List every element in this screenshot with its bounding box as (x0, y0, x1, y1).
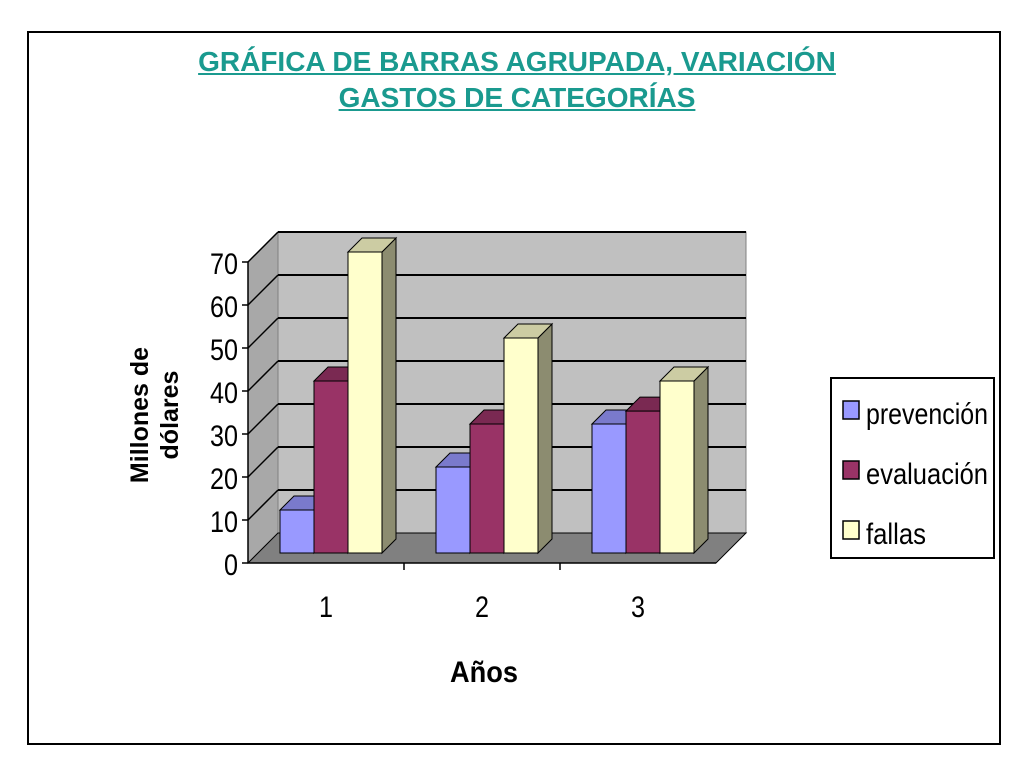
legend-label: fallas (866, 518, 926, 551)
x-tick-label: 1 (319, 591, 333, 624)
legend-swatch (842, 400, 860, 420)
bar-side (537, 322, 553, 555)
bar (625, 410, 661, 554)
gridline-side (247, 403, 279, 435)
bar (435, 466, 471, 554)
y-tick-label: 40 (210, 377, 238, 410)
bar (469, 423, 505, 554)
y-tick-label: 50 (210, 334, 238, 367)
legend-label: prevención (866, 398, 988, 431)
bar-side (381, 236, 397, 555)
chart-side-wall (247, 230, 279, 565)
x-tick-label: 3 (631, 591, 645, 624)
bar (591, 423, 627, 554)
y-tick-label: 10 (210, 506, 238, 539)
x-tick-label: 2 (475, 591, 489, 624)
y-tick-label: 60 (210, 291, 238, 324)
gridline-side (247, 317, 279, 349)
y-tick-label: 30 (210, 420, 238, 453)
y-tick-label: 20 (210, 463, 238, 496)
chart-title-line-1: GRÁFICA DE BARRAS AGRUPADA, VARIACIÓN (198, 46, 836, 77)
chart-title: GRÁFICA DE BARRAS AGRUPADA, VARIACIÓN GA… (0, 44, 1024, 116)
chart-title-line-2: GASTOS DE CATEGORÍAS (338, 82, 696, 113)
y-tick-label: 70 (210, 248, 238, 281)
legend-swatch (842, 520, 860, 540)
bar (347, 251, 383, 554)
gridline-side (247, 360, 279, 392)
bar (503, 337, 539, 554)
y-axis-label-line-1: Millones de (126, 347, 154, 483)
gridline-side (247, 446, 279, 478)
gridline-side (247, 489, 279, 521)
legend-label: evaluación (866, 458, 988, 491)
x-axis-label: Años (450, 656, 518, 689)
y-tick-label: 0 (224, 549, 238, 582)
bar-side (693, 365, 709, 555)
legend-swatch (842, 460, 860, 480)
gridline-side (247, 231, 279, 263)
bar (659, 380, 695, 554)
bar (313, 380, 349, 554)
bar (279, 509, 315, 554)
y-axis-label: Millones de dólares (126, 347, 184, 483)
y-axis-label-line-2: dólares (156, 371, 184, 460)
gridline-side (247, 274, 279, 306)
